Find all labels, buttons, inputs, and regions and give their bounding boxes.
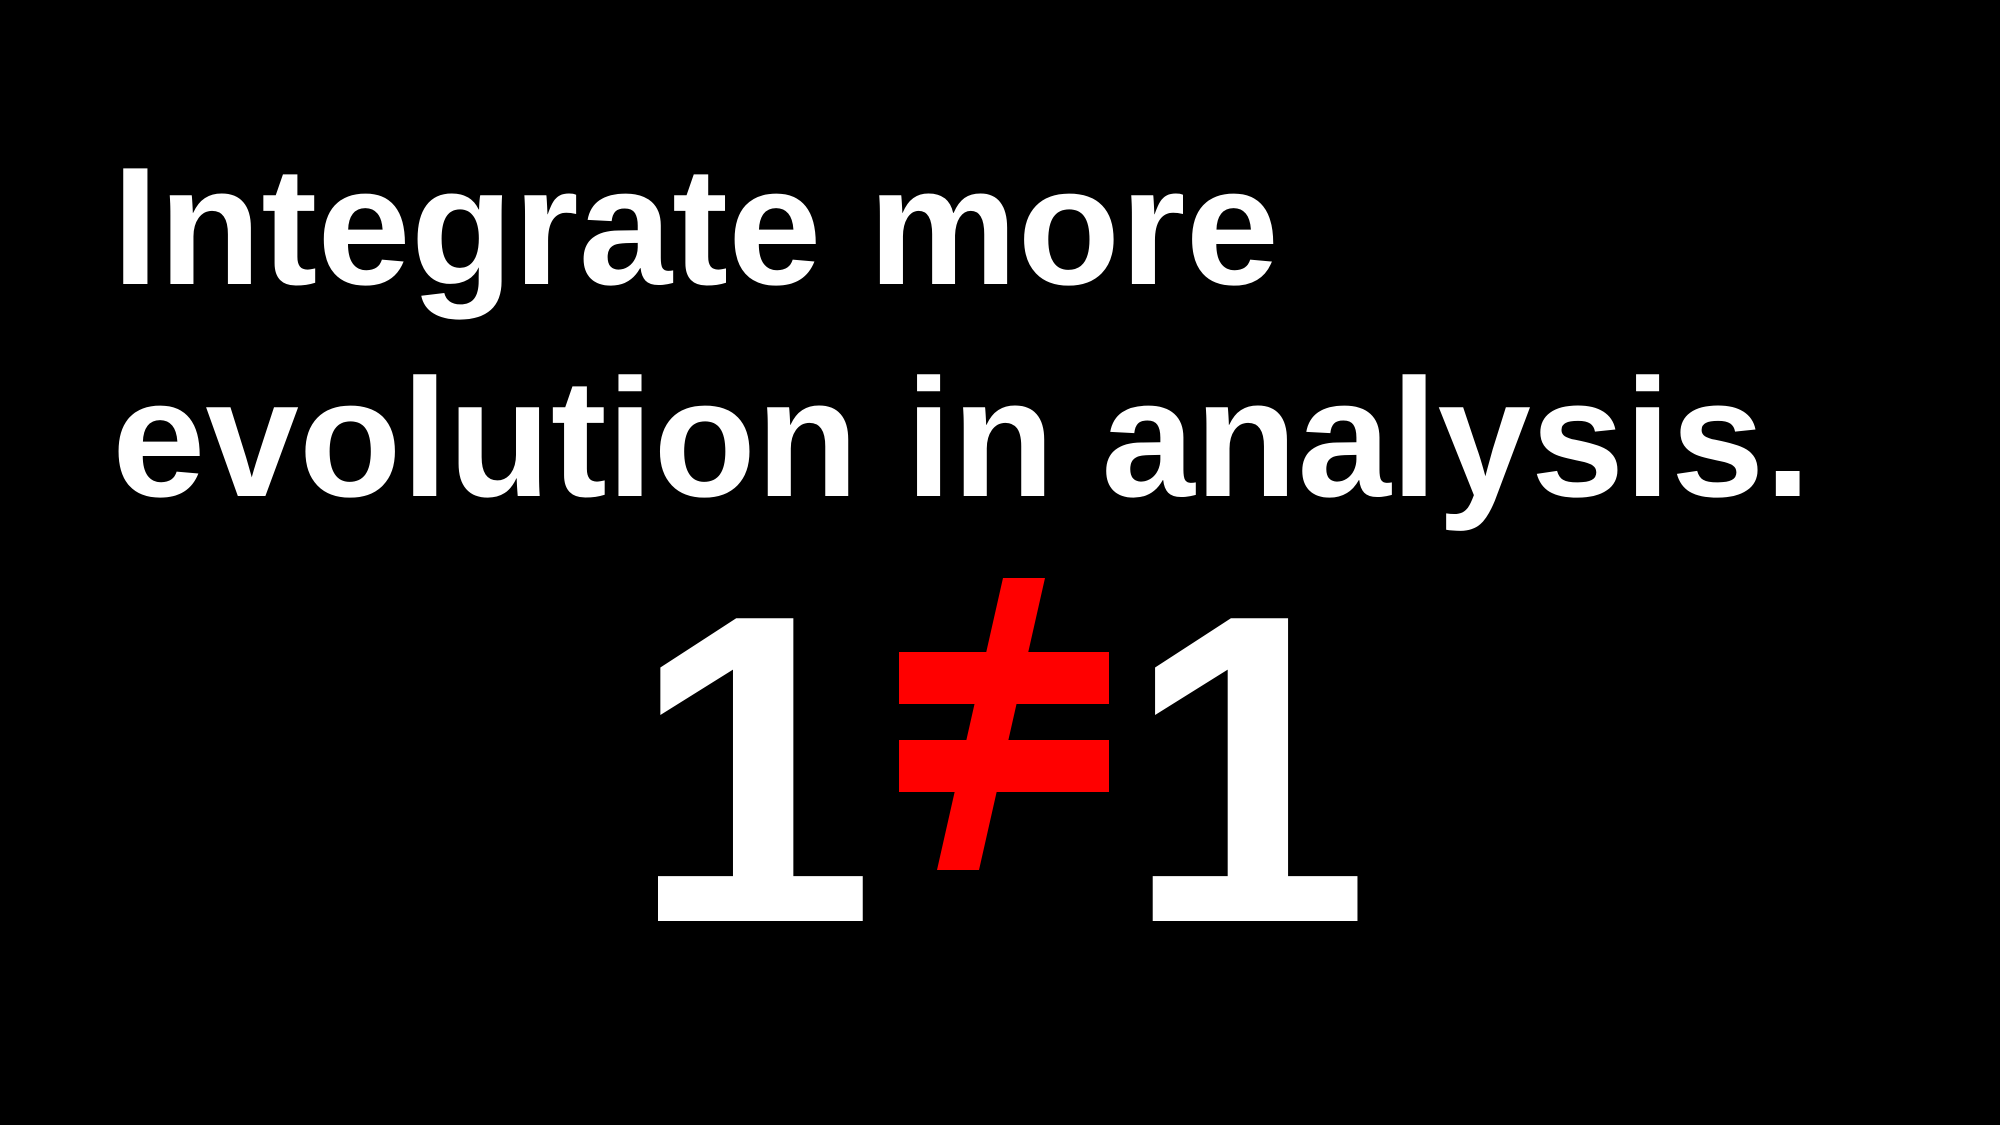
not-equal-sign: ≠ — [875, 570, 1125, 970]
equation-left-number: 1 — [630, 524, 875, 1015]
headline-line-2: evolution in analysis. — [112, 344, 1812, 532]
not-equal-label: ≠ — [875, 970, 876, 971]
equation: 1 ≠ 1 — [0, 524, 2000, 1015]
headline-line-1: Integrate more — [112, 132, 1279, 320]
not-equal-icon — [899, 578, 1109, 870]
headline: Integrate more evolution in analysis. — [112, 120, 1952, 544]
equation-right-number: 1 — [1125, 524, 1370, 1015]
